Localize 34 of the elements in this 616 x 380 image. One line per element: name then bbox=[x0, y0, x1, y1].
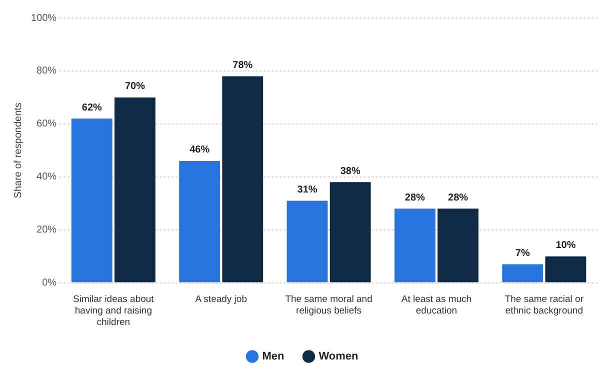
bar bbox=[286, 200, 328, 282]
y-tick-label: 20% bbox=[36, 224, 57, 236]
data-label: 46% bbox=[190, 144, 210, 156]
y-tick-label: 60% bbox=[36, 118, 57, 130]
bar bbox=[394, 208, 436, 282]
data-label: 78% bbox=[232, 60, 253, 72]
bar bbox=[502, 264, 544, 282]
bar bbox=[438, 208, 478, 282]
y-tick-label: 40% bbox=[36, 172, 57, 183]
x-tick-label: A steady job bbox=[195, 294, 247, 306]
data-label: 38% bbox=[340, 166, 360, 177]
data-label: 31% bbox=[297, 184, 318, 196]
data-label: 62% bbox=[82, 102, 102, 114]
x-tick-label: The same racial or ethnic background bbox=[504, 294, 584, 317]
legend-label: Men bbox=[262, 350, 285, 363]
data-label: 28% bbox=[404, 192, 426, 204]
data-label: 7% bbox=[515, 248, 530, 260]
bar bbox=[222, 76, 264, 282]
x-tick-label: At least as much education bbox=[401, 294, 472, 317]
x-tick-label: The same moral and religious beliefs bbox=[285, 294, 372, 317]
bar bbox=[179, 160, 220, 282]
bar bbox=[71, 118, 112, 282]
bar bbox=[545, 256, 586, 282]
y-axis-title: Share of respondents bbox=[12, 102, 24, 198]
data-label: 10% bbox=[556, 240, 576, 252]
x-tick-label: Similar ideas about having and raising children bbox=[73, 294, 154, 328]
bar bbox=[114, 97, 156, 282]
bar bbox=[330, 182, 371, 282]
y-tick-label: 0% bbox=[42, 278, 57, 289]
data-label: 70% bbox=[124, 81, 146, 92]
data-label: 28% bbox=[448, 192, 468, 204]
y-tick-label: 100% bbox=[31, 12, 57, 24]
legend-label: Women bbox=[318, 350, 359, 363]
y-tick-label: 80% bbox=[36, 66, 57, 77]
